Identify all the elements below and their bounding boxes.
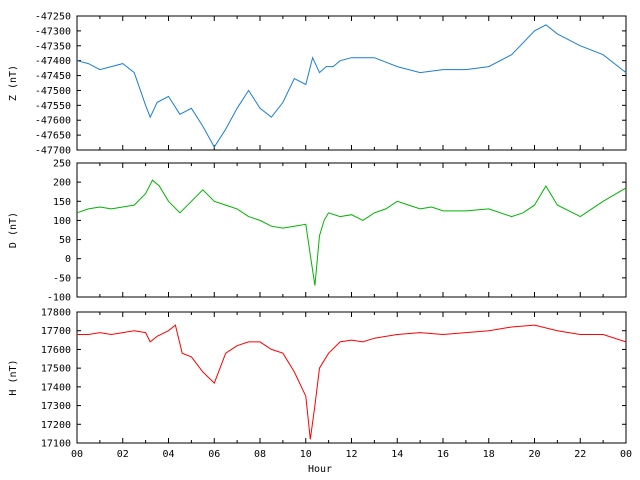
panel-1: -47250 -47300 -47350 -47400 -47450 -47500 -475… [8, 12, 627, 157]
x-tick-label: 06 [208, 449, 220, 460]
panel-frame [76, 311, 627, 444]
x-tick-label: 14 [391, 449, 403, 460]
x-tick-label: 00 [71, 449, 83, 460]
x-tick-label: 04 [162, 449, 174, 460]
y-axis-label: H (nT) [8, 359, 19, 395]
y-tick-label: -47350 [35, 41, 71, 52]
x-tick-label: 16 [437, 449, 449, 460]
y-tick-label: -47250 [35, 12, 71, 23]
series-line-3 [77, 324, 627, 440]
y-tick-label: 17100 [41, 439, 71, 450]
chart-panels: -47250 -47300 -47350 -47400 -47450 -47500 -475… [8, 12, 627, 450]
series-line-1 [76, 24, 627, 148]
y-tick-label: -47600 [35, 116, 71, 127]
x-tick-label: 18 [483, 449, 495, 460]
x-axis: 00 02 04 06 08 10 12 14 16 18 20 22 00 [71, 449, 632, 460]
y-tick-label: 17700 [41, 326, 71, 337]
y-tick-label: 0 [65, 254, 71, 265]
y-tick-label: 17400 [41, 382, 71, 393]
panel-frame [76, 15, 627, 151]
y-tick-label: -47550 [35, 101, 71, 112]
x-tick-label: 08 [254, 449, 266, 460]
y-tick-label: -47400 [35, 56, 71, 67]
series-line-2 [76, 179, 627, 286]
y-tick-label: -47700 [35, 146, 71, 157]
y-tick-label: 150 [53, 197, 71, 208]
y-tick-label: 100 [53, 216, 71, 227]
x-tick-label: 02 [117, 449, 129, 460]
y-tick-label: -47650 [35, 131, 71, 142]
y-tick-label: -47450 [35, 71, 71, 82]
y-tick-label: 17600 [41, 345, 71, 356]
x-axis-label: Hour [308, 464, 332, 475]
panel-2: 250 200 150 100 50 0 -50 -100 D (nT) [8, 159, 627, 304]
y-tick-label: 200 [53, 178, 71, 189]
x-tick-label: 00 [620, 449, 632, 460]
x-tick-label: 22 [574, 449, 586, 460]
y-tick-label: -47300 [35, 26, 71, 37]
y-tick-label: 17300 [41, 401, 71, 412]
y-tick-label: -100 [47, 293, 71, 304]
y-axis-label: Z (nT) [8, 65, 19, 101]
y-tick-label: 17800 [41, 308, 71, 319]
y-tick-label: 50 [59, 235, 71, 246]
y-tick-label: -50 [53, 273, 71, 284]
y-tick-label: 17500 [41, 364, 71, 375]
x-tick-label: 20 [528, 449, 540, 460]
y-tick-label: 17200 [41, 420, 71, 431]
y-tick-label: 250 [53, 159, 71, 170]
y-tick-label: -47500 [35, 86, 71, 97]
x-tick-label: 10 [300, 449, 312, 460]
panel-3: 17800 17700 17600 17500 17400 17300 17200 17100… [8, 308, 627, 450]
y-axis-label: D (nT) [8, 212, 19, 248]
x-tick-label: 12 [345, 449, 357, 460]
panel-frame [76, 162, 627, 298]
